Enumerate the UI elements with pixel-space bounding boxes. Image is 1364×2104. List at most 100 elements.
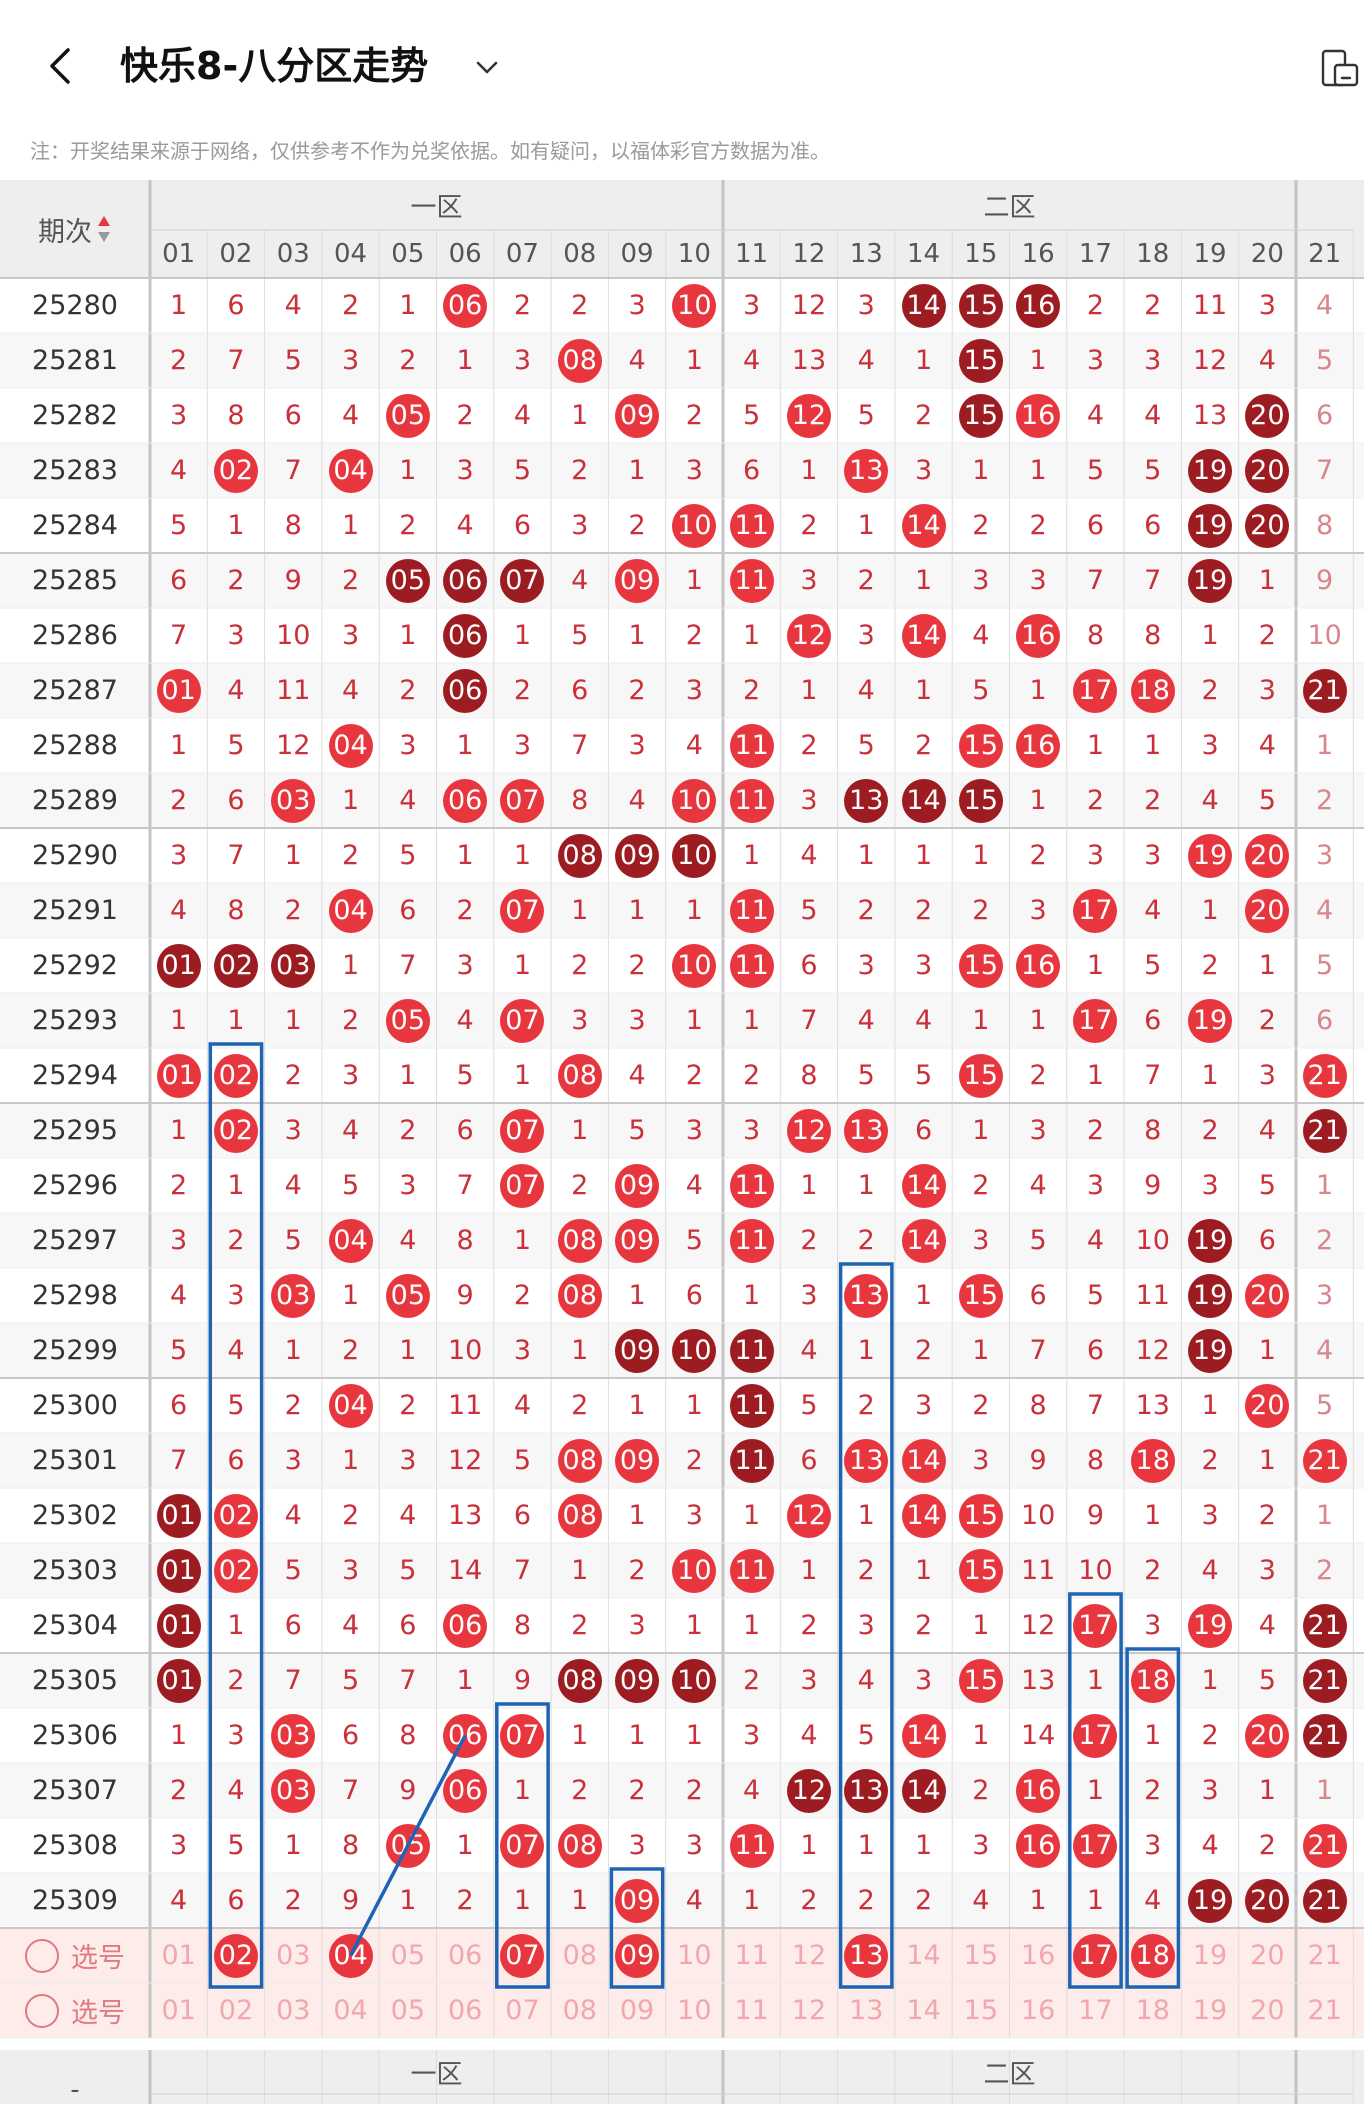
number-ball: 11	[723, 1543, 780, 1598]
picker-number[interactable]: 14	[895, 1928, 952, 1983]
picker-number[interactable]: 06	[437, 1983, 494, 2038]
picker-number[interactable]: 20	[1239, 1983, 1296, 2038]
picker-label[interactable]: 选号	[0, 1983, 150, 2038]
picker-ball: 04	[333, 1995, 368, 2026]
omission-value: 5	[227, 1390, 245, 1421]
picker-number[interactable]: 21	[1296, 1928, 1353, 1983]
ball-value: 20	[1245, 1273, 1290, 1318]
picker-number[interactable]: 16	[1010, 1983, 1067, 2038]
picker-number[interactable]: 04	[322, 1983, 379, 2038]
omission-value: 9	[284, 565, 302, 596]
picker-number[interactable]: 15	[952, 1928, 1009, 1983]
omission-value: 12	[1192, 345, 1228, 376]
picker-ball: 06	[447, 1940, 483, 1971]
picker-number[interactable]: 05	[379, 1928, 436, 1983]
picker-number[interactable]: 12	[780, 1928, 837, 1983]
omission-value: 6	[1258, 1225, 1276, 1256]
number-ball: 11	[723, 1323, 780, 1378]
omission-cell: 2	[1010, 1048, 1067, 1103]
picker-number[interactable]: 12	[780, 1983, 837, 2038]
sort-icon[interactable]	[96, 214, 112, 244]
picker-number[interactable]: 13	[838, 1928, 895, 1983]
omission-value: 1	[1029, 785, 1047, 816]
omission-value: 1	[1316, 1170, 1334, 1201]
picker-number[interactable]: 06	[437, 1928, 494, 1983]
picker-number[interactable]: 09	[608, 1928, 665, 1983]
omission-value: 3	[1086, 840, 1105, 871]
period-header[interactable]: 期次	[0, 180, 150, 278]
omission-cell: 2	[1067, 278, 1124, 333]
omission-cell: 2	[952, 1763, 1009, 1818]
picker-number[interactable]: 19	[1181, 1928, 1238, 1983]
picker-ball: 16	[1020, 1995, 1056, 2026]
omission-value: 3	[170, 1830, 188, 1861]
omission-cell: 3	[723, 278, 780, 333]
picker-number[interactable]: 02	[207, 1928, 264, 1983]
picker-number[interactable]: 11	[723, 1928, 780, 1983]
omission-cell: 4	[150, 1873, 207, 1928]
picker-number[interactable]: 21	[1296, 1983, 1353, 2038]
omission-value: 2	[1316, 1225, 1334, 1256]
omission-value: 7	[1144, 1060, 1162, 1091]
picker-number[interactable]: 08	[551, 1983, 608, 2038]
picker-number[interactable]: 01	[150, 1928, 207, 1983]
table-row	[0, 608, 1364, 663]
picker-number[interactable]: 07	[494, 1928, 551, 1983]
omission-cell: 1	[1124, 718, 1181, 773]
picker-number[interactable]: 02	[207, 1983, 264, 2038]
omission-cell: 10	[1067, 1543, 1124, 1598]
omission-value: 3	[1201, 1775, 1219, 1806]
picker-number[interactable]: 20	[1239, 1928, 1296, 1983]
omission-cell: 2	[379, 1378, 436, 1433]
omission-cell: 6	[1067, 1323, 1124, 1378]
picker-number[interactable]: 09	[608, 1983, 665, 2038]
device-switch-icon[interactable]	[1318, 48, 1360, 90]
period-cell: 25284	[32, 510, 118, 541]
back-chevron-icon[interactable]	[40, 44, 84, 88]
omission-cell: 1	[150, 278, 207, 333]
omission-cell: 1	[895, 1268, 952, 1323]
picker-number[interactable]: 04	[322, 1928, 379, 1983]
omission-cell: 1	[666, 1598, 723, 1653]
picker-number[interactable]: 18	[1124, 1928, 1181, 1983]
picker-number[interactable]: 13	[838, 1983, 895, 2038]
picker-number[interactable]: 03	[265, 1983, 322, 2038]
picker-number[interactable]: 10	[666, 1983, 723, 2038]
omission-value: 5	[513, 1445, 532, 1476]
number-ball: 17	[1067, 1708, 1124, 1763]
page-title[interactable]: 快乐8-八分区走势	[120, 44, 429, 88]
omission-value: 3	[857, 290, 875, 321]
omission-value: 3	[914, 1390, 933, 1421]
omission-value: 1	[513, 1225, 532, 1256]
period-cell: 25295	[32, 1115, 118, 1146]
omission-value: 1	[399, 620, 417, 651]
radio-circle-icon[interactable]	[25, 1993, 59, 2028]
ball-value: 01	[156, 1658, 201, 1703]
picker-number[interactable]: 15	[952, 1983, 1009, 2038]
picker-number[interactable]: 05	[379, 1983, 436, 2038]
omission-value: 1	[972, 840, 990, 871]
picker-number[interactable]: 17	[1067, 1928, 1124, 1983]
number-ball: 10	[666, 828, 723, 883]
picker-label[interactable]: 选号	[0, 1928, 150, 1983]
picker-number[interactable]: 01	[150, 1983, 207, 2038]
picker-number[interactable]: 19	[1181, 1983, 1238, 2038]
radio-circle-icon[interactable]	[25, 1938, 59, 1973]
omission-cell: 1	[895, 333, 952, 388]
picker-number[interactable]: 17	[1067, 1983, 1124, 2038]
picker-number[interactable]: 11	[723, 1983, 780, 2038]
picker-number[interactable]: 18	[1124, 1983, 1181, 2038]
picker-number[interactable]: 03	[265, 1928, 322, 1983]
number-ball: 18	[1124, 1433, 1181, 1488]
picker-number[interactable]: 16	[1010, 1928, 1067, 1983]
omission-value: 5	[800, 1390, 818, 1421]
picker-number[interactable]: 14	[895, 1983, 952, 2038]
picker-number[interactable]: 10	[666, 1928, 723, 1983]
chevron-down-icon[interactable]	[472, 52, 502, 82]
omission-value: 9	[513, 1665, 532, 1696]
picker-number[interactable]: 07	[494, 1983, 551, 2038]
omission-value: 2	[800, 730, 818, 761]
picker-number[interactable]: 08	[551, 1928, 608, 1983]
omission-value: 2	[1316, 1555, 1334, 1586]
omission-value: 1	[743, 620, 761, 651]
